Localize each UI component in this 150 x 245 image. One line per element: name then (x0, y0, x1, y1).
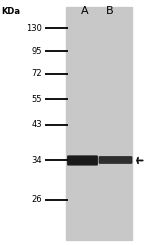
Text: 55: 55 (32, 95, 42, 104)
FancyBboxPatch shape (99, 157, 132, 163)
Text: A: A (81, 6, 88, 16)
Text: 72: 72 (31, 69, 42, 78)
FancyBboxPatch shape (68, 156, 97, 165)
Text: 130: 130 (26, 24, 42, 33)
Text: 26: 26 (31, 195, 42, 204)
Text: 43: 43 (31, 121, 42, 129)
Text: 34: 34 (31, 156, 42, 165)
Text: B: B (106, 6, 113, 16)
Text: KDa: KDa (2, 7, 21, 15)
Text: 95: 95 (32, 47, 42, 56)
Bar (66, 7, 132, 240)
